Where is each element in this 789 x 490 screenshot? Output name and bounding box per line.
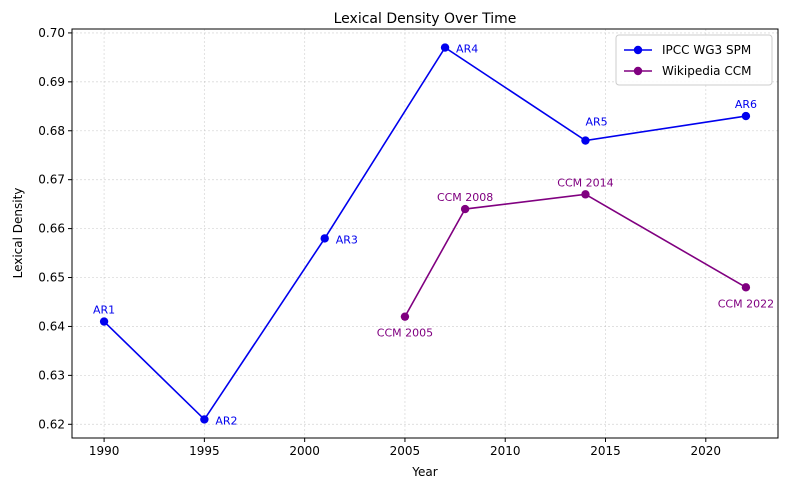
data-label: AR2 [215, 414, 237, 427]
data-label: CCM 2014 [557, 176, 613, 189]
data-point [581, 136, 590, 145]
x-axis: 1990 1995 2000 2005 2010 2015 2020 [89, 438, 721, 458]
series-line [103, 46, 747, 421]
x-tick-label: 2015 [590, 444, 621, 458]
legend-marker [633, 45, 643, 55]
data-label: CCM 2008 [437, 191, 493, 204]
legend: IPCC WG3 SPM Wikipedia CCM [615, 34, 773, 86]
x-tick-label: 2000 [289, 444, 320, 458]
x-tick-label: 2005 [390, 444, 421, 458]
series-1: AR1 AR2 AR3 AR4 AR5 AR6 [93, 43, 757, 428]
data-point [581, 190, 590, 199]
y-tick-label: 0.68 [38, 124, 65, 138]
y-tick-label: 0.65 [38, 271, 65, 285]
y-tick-label: 0.62 [38, 417, 65, 431]
y-axis: 0.62 0.63 0.64 0.65 0.66 0.67 0.68 0.69 0.70 [38, 26, 72, 431]
data-point [200, 415, 209, 424]
plot-frame [71, 28, 779, 439]
data-point [320, 234, 329, 243]
y-axis-title: Lexical Density [11, 188, 25, 279]
grid [72, 29, 778, 438]
y-tick-label: 0.66 [38, 222, 65, 236]
data-label: AR3 [336, 233, 358, 246]
y-tick-label: 0.67 [38, 173, 65, 187]
x-tick-label: 1990 [89, 444, 120, 458]
legend-box [615, 34, 773, 86]
legend-label: IPCC WG3 SPM [662, 43, 751, 57]
y-tick-label: 0.69 [38, 75, 65, 89]
x-tick-label: 2020 [691, 444, 722, 458]
data-label: CCM 2022 [718, 297, 774, 310]
legend-item: Wikipedia CCM [624, 64, 751, 78]
data-point [460, 204, 470, 214]
y-tick-label: 0.64 [38, 319, 65, 333]
data-label: CCM 2005 [377, 327, 433, 340]
data-point [741, 283, 751, 292]
data-label: AR5 [585, 116, 607, 129]
series-2: CCM 2005 CCM 2008 CCM 2014 CCM 2022 [377, 176, 774, 339]
legend-item: IPCC WG3 SPM [624, 43, 751, 57]
chart-title: Lexical Density Over Time [334, 11, 517, 27]
data-point [440, 43, 450, 52]
legend-marker [633, 66, 643, 76]
data-point [99, 317, 109, 326]
legend-label: Wikipedia CCM [662, 64, 751, 78]
series-line [404, 193, 747, 318]
x-axis-title: Year [411, 465, 437, 479]
data-label: AR6 [735, 98, 757, 111]
data-point [741, 111, 751, 121]
data-label: AR4 [456, 43, 478, 56]
y-tick-label: 0.70 [38, 26, 65, 40]
data-point [400, 312, 410, 321]
data-label: AR1 [93, 304, 115, 317]
y-tick-label: 0.63 [38, 368, 65, 382]
x-tick-label: 2010 [490, 444, 521, 458]
x-tick-label: 1995 [189, 444, 220, 458]
